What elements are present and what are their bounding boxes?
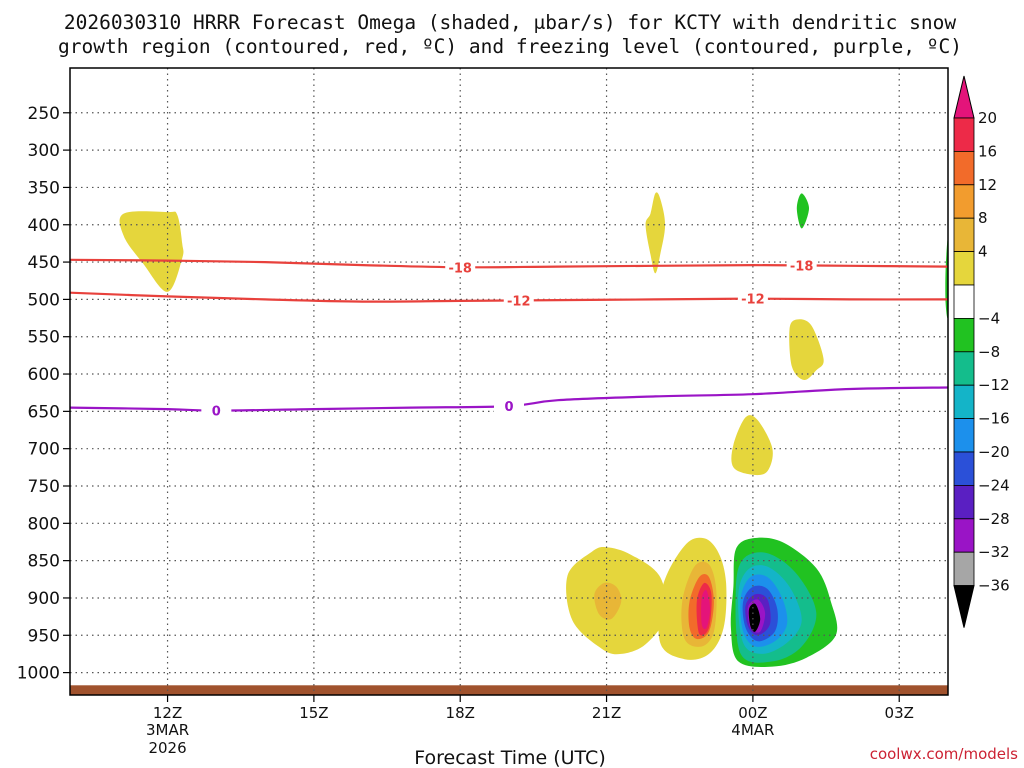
colorbar-label: 8 (978, 209, 988, 227)
colorbar-swatch (953, 284, 975, 319)
y-tick-label: 750 (28, 477, 60, 497)
y-tick-label: 450 (28, 253, 60, 273)
x-tick-label: 12Z (153, 704, 182, 722)
colorbar-label: −24 (978, 476, 1010, 494)
omega-colorbar: 20 16 12 8 4 −4 −8 −12 −16 −20 −24 −28 −32 −36 (953, 75, 1010, 628)
temperature-contours: -18 -18 -12 -12 0 0 (70, 257, 948, 420)
x-tick-label: 21Z (592, 704, 621, 722)
contour-label-bg (503, 292, 534, 309)
colorbar-label: −32 (978, 543, 1010, 561)
grid-lines (70, 68, 948, 695)
colorbar-swatch (953, 384, 975, 420)
pressure-axis: 250 300 350 400 450 500 550 600 650 700 750 800 850 9… (17, 104, 70, 684)
y-tick-label: 1000 (17, 664, 60, 684)
y-tick-label: 850 (28, 552, 60, 572)
colorbar-swatch (953, 551, 975, 587)
colorbar-swatch (953, 117, 975, 152)
colorbar-bottom-arrow (953, 585, 975, 628)
colorbar-label: −16 (978, 410, 1010, 428)
colorbar-swatch (953, 418, 975, 453)
colorbar-swatch (953, 251, 975, 286)
y-tick-label: 350 (28, 178, 60, 198)
freezing-level-label: 0 (504, 400, 513, 415)
x-tick-date: 4MAR (731, 721, 774, 739)
omega-pos-early-upper (119, 211, 184, 292)
colorbar-swatch (953, 317, 975, 353)
x-tick-label: 03Z (885, 704, 914, 722)
colorbar-label: −12 (978, 376, 1010, 394)
colorbar-label: 4 (978, 243, 988, 261)
contour-label-bg (786, 257, 817, 274)
y-tick-label: 800 (28, 514, 60, 534)
temp-minus-12-label: -12 (741, 293, 765, 308)
terrain-band (70, 685, 948, 695)
colorbar-label: −36 (978, 577, 1010, 595)
x-axis-title: Forecast Time (UTC) (414, 747, 605, 768)
omega-pos-mid-00z (731, 415, 773, 476)
colorbar-swatch (953, 217, 975, 252)
omega-pos-upper-21z (645, 192, 666, 274)
y-tick-label: 700 (28, 440, 60, 460)
colorbar-label: −8 (978, 343, 1000, 361)
y-tick-label: 900 (28, 589, 60, 609)
colorbar-swatch (953, 451, 975, 486)
x-tick-label: 18Z (446, 704, 475, 722)
omega-pos-low-21z-core (594, 582, 622, 620)
x-tick-label: 15Z (299, 704, 328, 722)
colorbar-swatch (953, 484, 975, 520)
colorbar-swatch (953, 184, 975, 219)
colorbar-label: 20 (978, 109, 997, 127)
y-tick-label: 550 (28, 328, 60, 348)
contour-label-bg (737, 290, 768, 307)
credit-text: coolwx.com/models (870, 745, 1018, 763)
omega-neg-low-00z-l8 (748, 603, 761, 632)
y-tick-label: 600 (28, 365, 60, 385)
y-tick-label: 400 (28, 216, 60, 236)
plot-frame (69, 67, 949, 696)
x-tick-year: 2026 (148, 739, 186, 757)
x-tick-label: 00Z (738, 704, 767, 722)
chart-title-line-1: 2026030310 HRRR Forecast Omega (shaded, … (64, 11, 956, 34)
x-tick-date: 3MAR (146, 721, 189, 739)
temp-minus-18-label: -18 (448, 261, 472, 276)
y-tick-label: 650 (28, 402, 60, 422)
omega-pos-low-23z-l5 (701, 590, 710, 630)
y-tick-label: 300 (28, 141, 60, 161)
colorbar-label: 16 (978, 142, 997, 160)
contour-label-bg (494, 398, 524, 415)
colorbar-label: −20 (978, 443, 1010, 461)
contour-label-bg (445, 259, 476, 276)
colorbar-swatch (953, 351, 975, 386)
omega-shading (119, 192, 948, 668)
contour-label-bg (201, 402, 232, 419)
freezing-level-label: 0 (212, 405, 221, 420)
y-tick-label: 250 (28, 104, 60, 124)
omega-pos-mid-01z (789, 319, 824, 381)
colorbar-label: −28 (978, 510, 1010, 528)
colorbar-label: 12 (978, 176, 997, 194)
temp-minus-18-label: -18 (790, 259, 814, 274)
chart-title-line-2: growth region (contoured, red, ºC) and f… (58, 35, 962, 58)
colorbar-swatch (953, 518, 975, 553)
y-tick-label: 500 (28, 290, 60, 310)
omega-neg-upper-01z (796, 193, 809, 229)
colorbar-top-arrow (953, 75, 975, 119)
colorbar-swatch (953, 150, 975, 186)
temp-minus-12-label: -12 (507, 294, 531, 309)
colorbar-label: −4 (978, 309, 1000, 327)
y-tick-label: 950 (28, 626, 60, 646)
